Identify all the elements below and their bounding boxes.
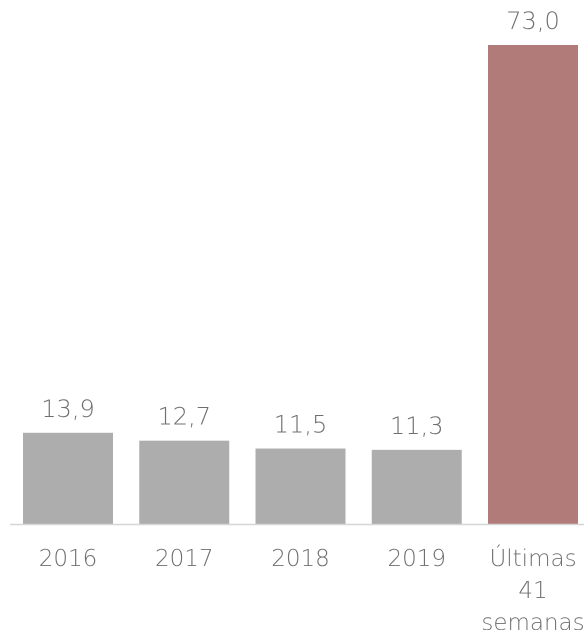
x-tick-label-4-line-1: 41 bbox=[518, 578, 547, 604]
data-label-2: 11,5 bbox=[274, 411, 327, 439]
x-tick-label-0: 2016 bbox=[39, 546, 98, 572]
x-tick-label-3: 2019 bbox=[387, 546, 446, 572]
x-tick-label-4: Últimas 41 semanas bbox=[481, 544, 584, 630]
data-label-0: 13,9 bbox=[41, 395, 94, 423]
bar-2 bbox=[255, 448, 346, 524]
x-tick-label-2: 2018 bbox=[271, 546, 330, 572]
x-tick-label-1: 2017 bbox=[155, 546, 214, 572]
bar-0 bbox=[23, 432, 113, 524]
bars-group bbox=[23, 45, 578, 524]
category-labels-group: 2016 2017 2018 2019 Últimas 41 semanas bbox=[39, 544, 584, 630]
bar-1 bbox=[139, 440, 230, 524]
x-tick-label-0-line-0: 2016 bbox=[39, 546, 98, 572]
bar-3 bbox=[371, 449, 462, 524]
x-tick-label-4-line-2: semanas bbox=[481, 610, 584, 630]
x-tick-label-3-line-0: 2019 bbox=[387, 546, 446, 572]
data-label-1: 12,7 bbox=[158, 403, 211, 431]
x-tick-label-4-line-0: Últimas bbox=[489, 544, 576, 572]
data-label-3: 11,3 bbox=[390, 412, 443, 440]
data-label-4: 73,0 bbox=[506, 7, 559, 35]
value-labels-group: 13,9 12,7 11,5 11,3 73,0 bbox=[41, 7, 559, 440]
x-tick-label-2-line-0: 2018 bbox=[271, 546, 330, 572]
x-tick-label-1-line-0: 2017 bbox=[155, 546, 214, 572]
bar-4 bbox=[488, 45, 578, 524]
